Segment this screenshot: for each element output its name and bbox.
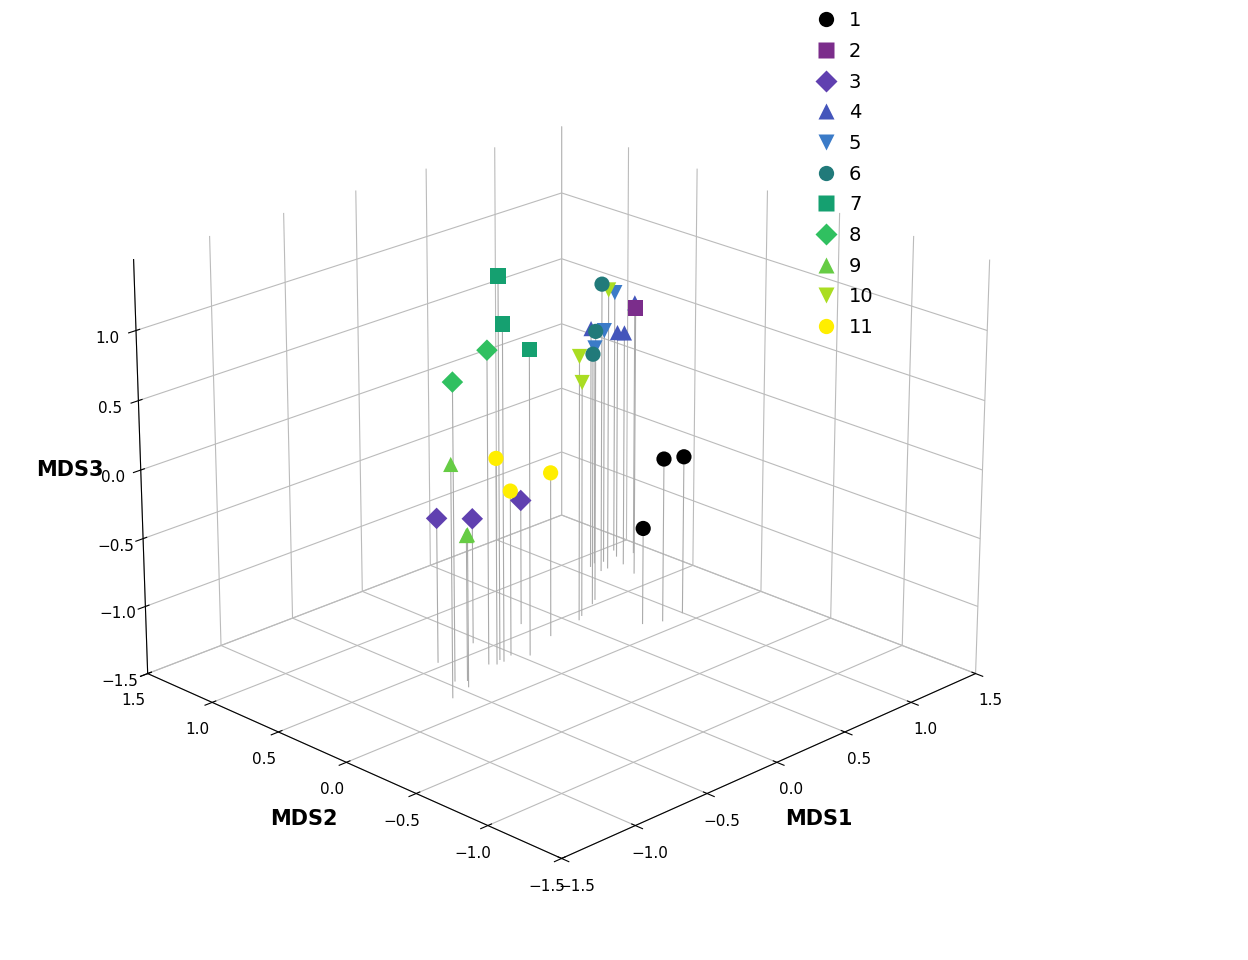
Y-axis label: MDS2: MDS2 [271,809,338,829]
Legend: 1, 2, 3, 4, 5, 6, 7, 8, 9, 10, 11: 1, 2, 3, 4, 5, 6, 7, 8, 9, 10, 11 [817,12,874,337]
X-axis label: MDS1: MDS1 [785,809,852,829]
